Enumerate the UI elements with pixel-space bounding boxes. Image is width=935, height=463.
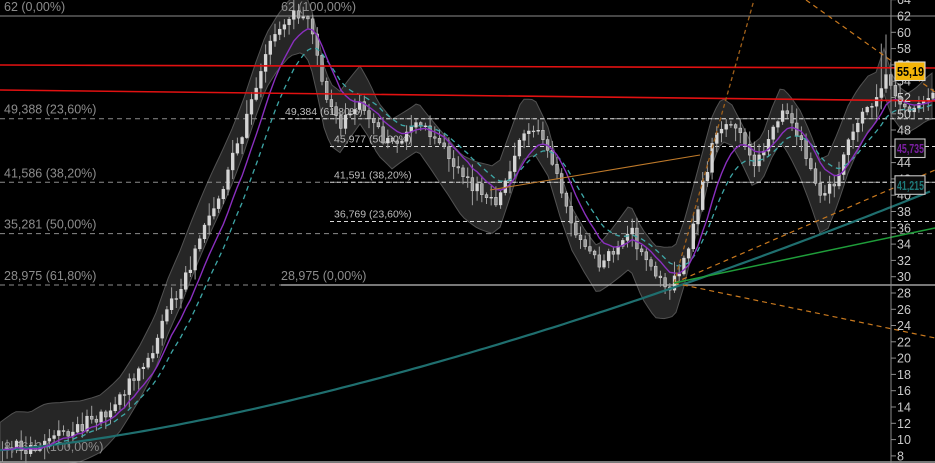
- svg-text:28,975 (0,00%): 28,975 (0,00%): [281, 269, 366, 283]
- svg-text:14: 14: [897, 401, 911, 415]
- svg-text:16: 16: [897, 384, 911, 398]
- svg-text:8: 8: [897, 449, 904, 463]
- svg-text:10: 10: [897, 433, 911, 447]
- svg-text:36: 36: [897, 221, 911, 235]
- svg-text:28: 28: [897, 287, 911, 301]
- svg-text:41,586 (38,20%): 41,586 (38,20%): [4, 166, 96, 180]
- svg-text:38: 38: [897, 205, 911, 219]
- svg-text:58: 58: [897, 42, 911, 56]
- svg-text:44: 44: [897, 156, 911, 170]
- svg-text:12: 12: [897, 417, 911, 431]
- svg-text:49,388 (23,60%): 49,388 (23,60%): [4, 103, 96, 117]
- svg-text:62 (0,00%): 62 (0,00%): [4, 0, 65, 14]
- svg-text:55,19: 55,19: [897, 64, 924, 79]
- svg-text:41,591 (38,20%): 41,591 (38,20%): [334, 169, 412, 181]
- svg-text:26: 26: [897, 303, 911, 317]
- svg-text:41,215: 41,215: [897, 178, 924, 193]
- svg-text:18: 18: [897, 368, 911, 382]
- svg-text:64: 64: [897, 0, 911, 7]
- svg-text:28,975 (61,80%): 28,975 (61,80%): [4, 269, 96, 283]
- svg-text:20: 20: [897, 352, 911, 366]
- svg-text:36,769 (23,60%): 36,769 (23,60%): [334, 209, 412, 221]
- svg-text:34: 34: [897, 238, 911, 252]
- svg-text:32: 32: [897, 254, 911, 268]
- svg-text:30: 30: [897, 270, 911, 284]
- svg-text:60: 60: [897, 26, 911, 40]
- svg-text:49,384 (61,80%): 49,384 (61,80%): [285, 106, 363, 118]
- svg-text:48: 48: [897, 124, 911, 138]
- svg-text:45,735: 45,735: [897, 141, 924, 156]
- svg-text:24: 24: [897, 319, 911, 333]
- svg-text:52: 52: [897, 91, 911, 105]
- svg-text:35,281 (50,00%): 35,281 (50,00%): [4, 218, 96, 232]
- svg-text:62: 62: [897, 10, 911, 24]
- svg-text:50: 50: [897, 107, 911, 121]
- svg-text:22: 22: [897, 335, 911, 349]
- svg-text:45,977 (50,00%): 45,977 (50,00%): [334, 134, 412, 146]
